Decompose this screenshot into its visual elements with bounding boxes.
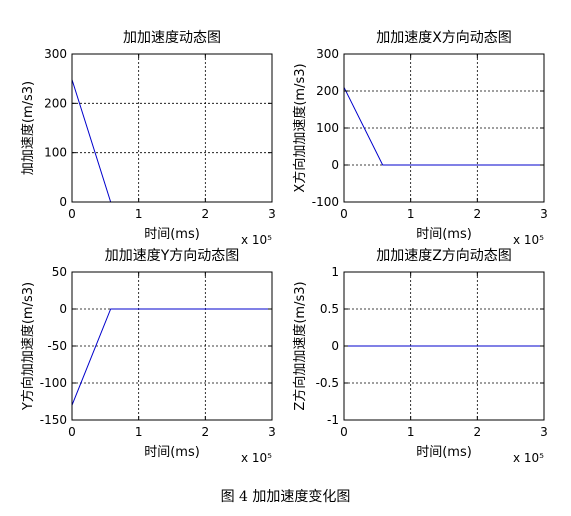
chart-2-y-tick-label-1: 0 [331, 158, 339, 172]
chart-4-y-tick-label-0: -1 [327, 413, 339, 427]
chart-2-title: 加加速度X方向动态图 [376, 30, 512, 46]
chart-2-x-multiplier: x 10⁵ [513, 233, 544, 247]
chart-2-x-axis-label: 时间(ms) [416, 227, 472, 242]
chart-2-y-tick-label-3: 200 [316, 84, 339, 98]
chart-3-y-tick-label-4: 50 [52, 265, 67, 279]
chart-3-x-tick-label-1: 1 [135, 425, 143, 439]
chart-1-y-tick-label-1: 100 [44, 146, 67, 160]
chart-3-y-tick-label-1: -100 [40, 376, 67, 390]
chart-1-axes-frame [71, 53, 273, 203]
chart-4-x-tick-label-0: 0 [340, 425, 348, 439]
chart-2-x-tick-label-1: 1 [407, 207, 415, 221]
chart-3-y-axis-label: Y方向加加速度(m/s3) [20, 282, 36, 411]
chart-3-x-multiplier: x 10⁵ [241, 451, 272, 465]
figure-caption: 图 4 加加速度变化图 [220, 489, 351, 505]
chart-1-x-multiplier: x 10⁵ [241, 233, 272, 247]
chart-3-y-tick-label-3: 0 [59, 302, 67, 316]
chart-4-x-axis-label: 时间(ms) [416, 445, 472, 460]
chart-2-y-axis-label: X方向加加速度(m/s3) [292, 63, 308, 192]
chart-1-x-tick-label-1: 1 [135, 207, 143, 221]
chart-3-title: 加加速度Y方向动态图 [105, 248, 240, 264]
chart-1-x-tick-label-3: 3 [268, 207, 276, 221]
chart-2-y-tick-label-0: -100 [312, 195, 339, 209]
chart-4-x-tick-label-1: 1 [407, 425, 415, 439]
chart-4-y-tick-label-4: 1 [331, 265, 339, 279]
chart-3-y-tick-label-2: -50 [47, 339, 67, 353]
chart-1-y-tick-label-0: 0 [59, 195, 67, 209]
chart-4-y-axis-label: Z方向加加速度(m/s3) [292, 281, 308, 410]
chart-1-x-tick-label-2: 2 [202, 207, 210, 221]
chart-1-y-axis-label: 加加速度(m/s3) [20, 81, 36, 175]
chart-2-y-tick-label-4: 300 [316, 47, 339, 61]
chart-4-y-tick-label-1: -0.5 [316, 376, 339, 390]
chart-2-x-tick-label-3: 3 [540, 207, 548, 221]
chart-3-series-line-1 [71, 308, 272, 406]
chart-4-y-tick-label-2: 0 [331, 339, 339, 353]
chart-2-y-tick-label-2: 100 [316, 121, 339, 135]
chart-1-y-tick-label-2: 200 [44, 96, 67, 110]
chart-3-x-tick-label-2: 2 [202, 425, 210, 439]
chart-1-title: 加加速度动态图 [123, 30, 221, 46]
chart-2-x-tick-label-0: 0 [340, 207, 348, 221]
chart-4-x-multiplier: x 10⁵ [513, 451, 544, 465]
chart-1-x-axis-label: 时间(ms) [144, 227, 200, 242]
chart-1-plot-area [72, 54, 272, 202]
chart-3-x-tick-label-0: 0 [68, 425, 76, 439]
chart-4-x-tick-label-2: 2 [474, 425, 482, 439]
chart-3-x-tick-label-3: 3 [268, 425, 276, 439]
chart-2-series-line-1 [343, 87, 544, 166]
chart-4-x-tick-label-3: 3 [540, 425, 548, 439]
chart-4-y-tick-label-3: 0.5 [320, 302, 339, 316]
chart-1-x-tick-label-0: 0 [68, 207, 76, 221]
chart-3-x-axis-label: 时间(ms) [144, 445, 200, 460]
chart-1-y-tick-label-3: 300 [44, 47, 67, 61]
chart-2-x-tick-label-2: 2 [474, 207, 482, 221]
chart-3-y-tick-label-0: -150 [40, 413, 67, 427]
chart-4-title: 加加速度Z方向动态图 [376, 248, 512, 264]
